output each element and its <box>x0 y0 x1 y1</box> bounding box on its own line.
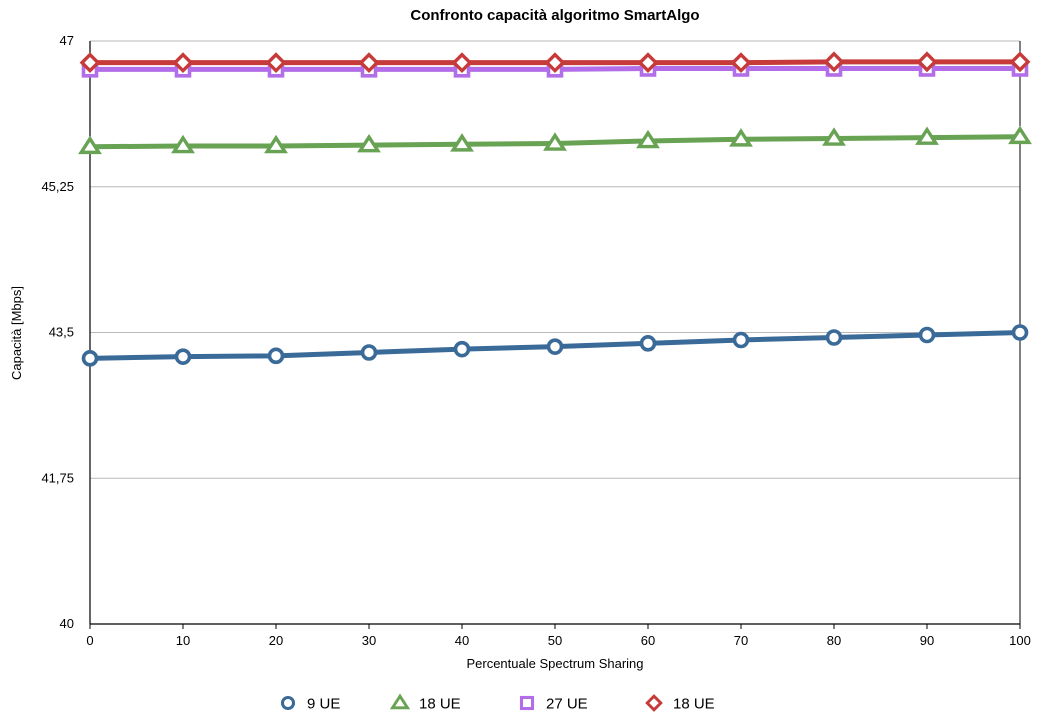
data-point <box>450 133 474 152</box>
data-point <box>264 134 288 154</box>
y-axis-title: Capacità [Mbps] <box>9 286 24 380</box>
data-point <box>732 331 750 349</box>
data-point <box>730 52 752 74</box>
data-point <box>78 135 102 155</box>
legend: 9 UE 18 UE 27 UE 18 UE <box>280 693 715 713</box>
data-point <box>822 127 846 146</box>
data-point <box>265 52 287 74</box>
legend-label: 18 UE <box>419 696 461 713</box>
data-point <box>918 326 936 344</box>
x-tick-label: 0 <box>86 633 93 648</box>
legend-marker-icon <box>645 694 663 712</box>
series-0 <box>81 324 1029 367</box>
legend-item: 9 UE <box>280 695 340 713</box>
legend-item: 18 UE <box>389 693 461 713</box>
data-point <box>358 52 380 74</box>
series-1 <box>78 125 1032 155</box>
data-point <box>637 52 659 74</box>
x-tick-label: 30 <box>362 633 376 648</box>
y-tick-label: 45,25 <box>41 179 74 194</box>
legend-item: 18 UE <box>645 694 715 713</box>
data-point <box>543 132 567 151</box>
data-point <box>357 133 381 153</box>
data-point <box>825 329 843 346</box>
data-point <box>360 344 378 361</box>
x-tick-label: 100 <box>1009 633 1031 648</box>
y-tick-label: 47 <box>60 33 74 48</box>
data-point <box>453 340 471 358</box>
x-axis-title: Percentuale Spectrum Sharing <box>466 656 643 671</box>
data-point <box>916 51 938 73</box>
legend-marker-icon <box>389 693 411 710</box>
x-tick-label: 10 <box>176 633 190 648</box>
x-tick-label: 20 <box>269 633 283 648</box>
y-tick-label: 41,75 <box>41 470 74 485</box>
legend-marker-icon <box>519 695 535 711</box>
legend-label: 9 UE <box>307 696 340 713</box>
x-tick-label: 50 <box>548 633 562 648</box>
data-point <box>915 126 939 145</box>
data-point <box>451 52 473 74</box>
data-point <box>1009 51 1031 73</box>
x-tick-label: 70 <box>734 633 748 648</box>
data-point <box>729 128 753 147</box>
x-tick-label: 80 <box>827 633 841 648</box>
series-3 <box>79 51 1031 74</box>
data-point <box>823 51 845 73</box>
x-tick-label: 40 <box>455 633 469 648</box>
series-layer <box>78 51 1032 367</box>
data-point <box>172 52 194 74</box>
axis-layer: 40 41,75 43,5 45,25 47 0 10 20 30 40 50 60 70 80 90 100 <box>41 33 1030 648</box>
data-point <box>171 134 195 154</box>
chart-title: Confronto capacità algoritmo SmartAlgo <box>410 7 699 24</box>
data-point <box>174 348 192 365</box>
data-point <box>636 129 660 149</box>
y-tick-label: 43,5 <box>49 325 74 340</box>
data-point <box>81 350 99 367</box>
data-point <box>1008 125 1032 145</box>
legend-label: 18 UE <box>673 696 715 713</box>
legend-label: 27 UE <box>546 696 588 713</box>
data-point <box>639 335 657 352</box>
data-point <box>546 338 564 355</box>
legend-item: 27 UE <box>519 695 588 713</box>
data-point <box>544 52 566 74</box>
data-point <box>1011 324 1029 341</box>
x-tick-label: 90 <box>920 633 934 648</box>
x-tick-label: 60 <box>641 633 655 648</box>
data-point <box>79 52 101 74</box>
data-point <box>267 347 285 365</box>
y-tick-label: 40 <box>60 616 74 631</box>
legend-marker-icon <box>280 695 296 711</box>
grid-layer <box>90 40 1020 479</box>
